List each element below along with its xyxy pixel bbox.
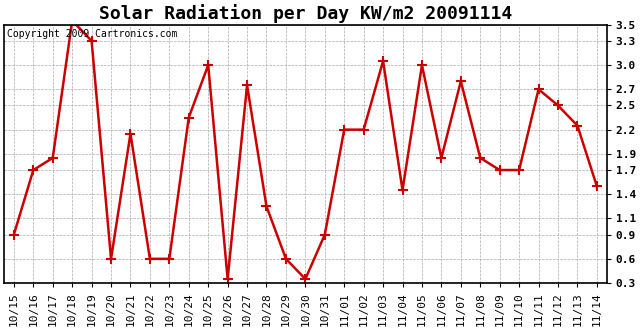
Text: Copyright 2009 Cartronics.com: Copyright 2009 Cartronics.com [7, 29, 177, 39]
Title: Solar Radiation per Day KW/m2 20091114: Solar Radiation per Day KW/m2 20091114 [99, 4, 512, 23]
